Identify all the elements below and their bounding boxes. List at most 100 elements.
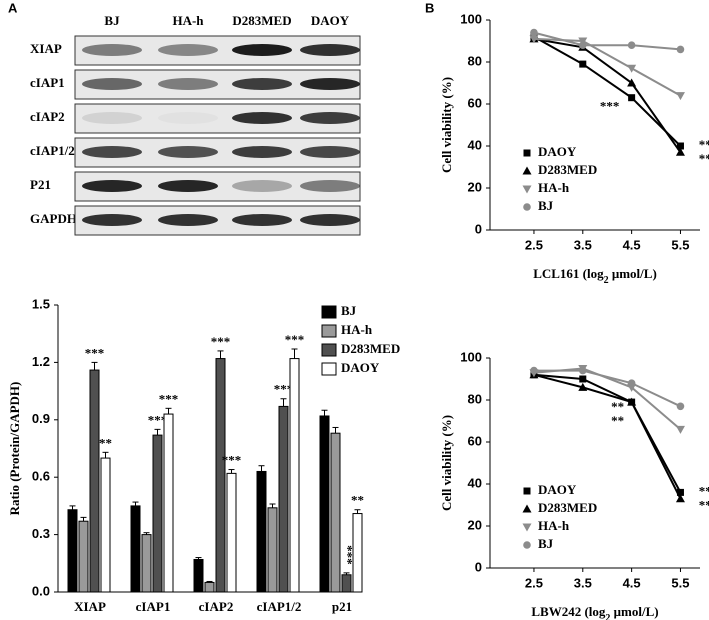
- marker: [627, 64, 637, 73]
- y-tick-label: 40: [468, 475, 482, 490]
- bar: [193, 558, 204, 593]
- significance: **: [99, 435, 112, 450]
- x-tick-label: 4.5: [623, 575, 641, 590]
- blot-band: [82, 180, 142, 192]
- marker: [676, 488, 684, 496]
- x-tick-label: cIAP2: [199, 599, 234, 614]
- marker: [627, 78, 637, 87]
- lane-label: BJ: [104, 13, 120, 28]
- blot-band: [158, 180, 218, 192]
- significance: ***: [159, 391, 179, 406]
- blot-band: [232, 78, 292, 90]
- x-tick-label: 2.5: [525, 575, 543, 590]
- y-tick-label: 80: [468, 391, 482, 406]
- marker: [529, 35, 539, 44]
- y-tick-label: 0.6: [32, 469, 50, 484]
- x-tick-label: 5.5: [671, 237, 689, 252]
- blot-band: [300, 44, 360, 56]
- bar: [152, 434, 163, 593]
- marker: [675, 494, 685, 503]
- marker: [523, 541, 531, 549]
- marker: [579, 60, 587, 68]
- legend-label: DAOY: [538, 482, 577, 497]
- x-tick-label: cIAP1: [136, 599, 171, 614]
- x-tick-label: 2.5: [525, 237, 543, 252]
- marker: [522, 166, 532, 175]
- x-axis-title-part: μmol/L): [610, 604, 658, 619]
- bar: [352, 513, 363, 593]
- y-tick-label: 0.0: [32, 583, 50, 598]
- marker: [522, 185, 532, 194]
- blot-band: [300, 180, 360, 192]
- significance: ***: [699, 137, 709, 152]
- bar: [67, 509, 78, 593]
- bar: [130, 505, 141, 593]
- bar: [89, 369, 100, 593]
- significance: ***: [85, 345, 105, 360]
- blot-band: [82, 146, 142, 158]
- y-tick-label: 1.5: [32, 296, 50, 311]
- row-label: P21: [30, 177, 51, 192]
- x-tick-label: 5.5: [671, 575, 689, 590]
- y-tick-label: 0.9: [32, 411, 50, 426]
- bar: [341, 574, 352, 593]
- x-tick-label: 4.5: [623, 237, 641, 252]
- row-label: cIAP1/2: [30, 143, 75, 158]
- series-line: [533, 31, 681, 51]
- blot-band: [158, 44, 218, 56]
- significance: **: [611, 413, 624, 428]
- marker: [530, 366, 538, 375]
- x-axis-title-part: LBW242 (log: [531, 604, 606, 619]
- significance: ***: [148, 412, 168, 427]
- bar: [330, 432, 341, 593]
- significance: ***: [211, 334, 231, 349]
- legend-label: D283MED: [538, 162, 597, 177]
- significance: ***: [699, 497, 709, 512]
- legend-swatch: [321, 305, 337, 319]
- marker: [522, 523, 532, 532]
- bar: [267, 507, 278, 593]
- bar: [256, 470, 267, 593]
- blot-band: [232, 180, 292, 192]
- legend-label: HA-h: [538, 518, 570, 533]
- legend-label: HA-h: [538, 180, 570, 195]
- series-line: [533, 373, 682, 493]
- blot-band: [82, 44, 142, 56]
- significance: **: [351, 493, 364, 508]
- blot-band: [232, 112, 292, 124]
- significance: ***: [699, 483, 709, 498]
- blot-band: [232, 214, 292, 226]
- marker: [578, 41, 587, 49]
- marker: [675, 92, 685, 101]
- marker: [523, 203, 531, 211]
- y-tick-label: 0: [475, 221, 482, 236]
- y-tick-label: 40: [468, 137, 482, 152]
- row-label: XIAP: [30, 41, 62, 56]
- x-tick-label: 3.5: [574, 575, 592, 590]
- marker: [578, 382, 588, 391]
- x-tick-label: cIAP1/2: [257, 599, 302, 614]
- y-axis-title: Cell viability (%): [439, 415, 454, 511]
- panel-label: B: [425, 0, 434, 15]
- y-tick-label: 20: [468, 517, 482, 532]
- blot-band: [158, 78, 218, 90]
- marker: [676, 142, 684, 150]
- marker: [523, 487, 531, 495]
- blot-band: [158, 112, 218, 124]
- marker: [676, 45, 685, 54]
- series-line: [533, 35, 682, 147]
- significance: ***: [285, 332, 305, 347]
- legend-swatch: [321, 324, 337, 338]
- significance: ***: [699, 151, 709, 166]
- marker: [627, 379, 636, 388]
- panel-label: A: [8, 0, 18, 15]
- legend-label: D283MED: [538, 500, 597, 515]
- bar: [226, 472, 237, 593]
- series-line: [533, 369, 681, 408]
- marker: [675, 147, 685, 156]
- marker: [628, 94, 636, 102]
- blot-band: [158, 214, 218, 226]
- x-axis-title-part: 2: [604, 275, 609, 286]
- lane-label: DAOY: [311, 13, 350, 28]
